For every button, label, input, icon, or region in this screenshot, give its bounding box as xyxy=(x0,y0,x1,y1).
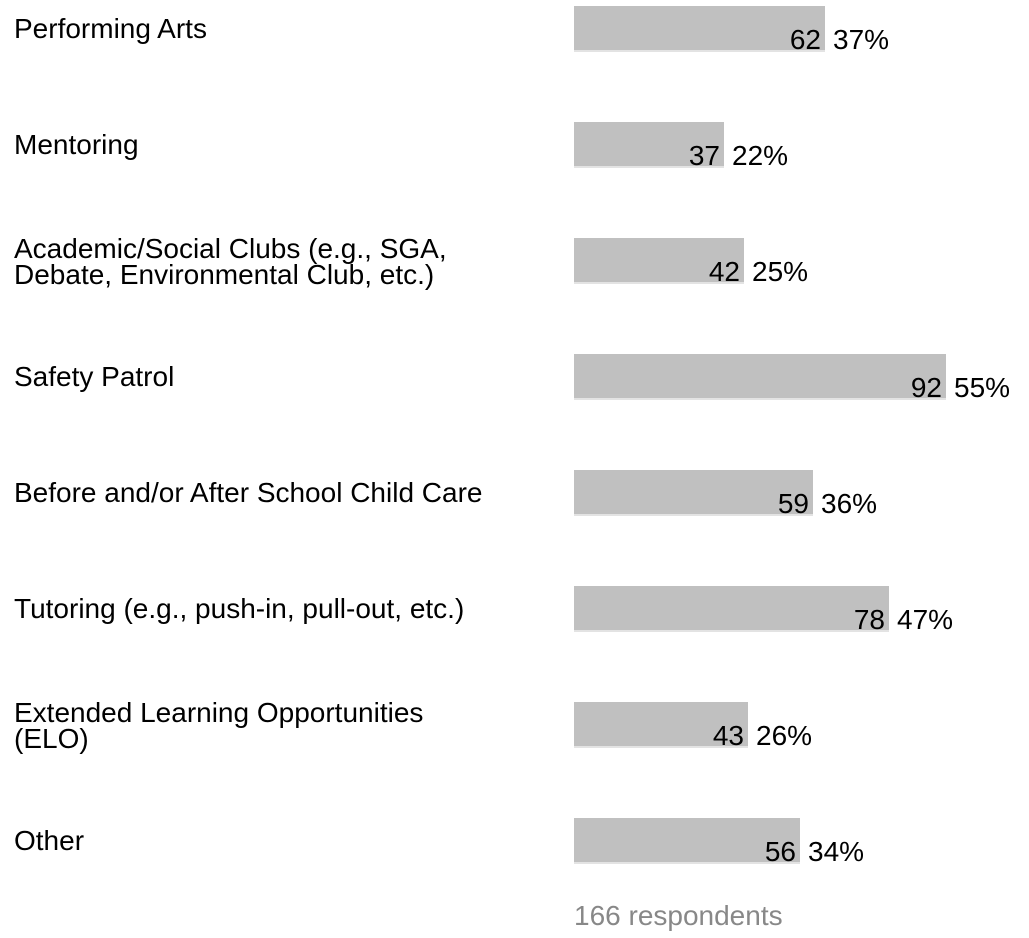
bar-value-label: 62 xyxy=(789,24,821,55)
category-label: Tutoring (e.g., push-in, pull-out, etc.) xyxy=(14,593,465,624)
category-label: Performing Arts xyxy=(14,13,207,44)
category-label: Extended Learning Opportunities (ELO) xyxy=(14,697,424,754)
bar-percent-label: 37% xyxy=(833,24,890,55)
bar-value-label: 37 xyxy=(688,140,720,171)
bar-percent-label: 22% xyxy=(732,140,789,171)
category-label: Safety Patrol xyxy=(14,361,175,392)
bar xyxy=(574,238,744,284)
bar xyxy=(574,470,813,516)
bar-percent-label: 34% xyxy=(808,836,865,867)
bar xyxy=(574,818,800,864)
category-label: Other xyxy=(14,825,85,856)
bar xyxy=(574,122,724,168)
bar-value-label: 78 xyxy=(853,604,885,635)
bar xyxy=(574,702,748,748)
bar-percent-label: 25% xyxy=(752,256,809,287)
bar-value-label: 59 xyxy=(777,488,809,519)
category-label: Mentoring xyxy=(14,129,139,160)
bar-percent-label: 55% xyxy=(954,372,1011,403)
bar-value-label: 92 xyxy=(910,372,942,403)
bar xyxy=(574,354,946,400)
bar-percent-label: 47% xyxy=(897,604,954,635)
category-label: Academic/Social Clubs (e.g., SGA, Debate… xyxy=(14,233,447,290)
bar-value-label: 42 xyxy=(708,256,740,287)
bar xyxy=(574,586,889,632)
bar-value-label: 56 xyxy=(764,836,796,867)
bar-value-label: 43 xyxy=(712,720,744,751)
respondents-count: 166 respondents xyxy=(574,900,783,931)
bar xyxy=(574,6,825,52)
bar-percent-label: 36% xyxy=(821,488,878,519)
bar-percent-label: 26% xyxy=(756,720,813,751)
category-label: Before and/or After School Child Care xyxy=(14,477,483,508)
